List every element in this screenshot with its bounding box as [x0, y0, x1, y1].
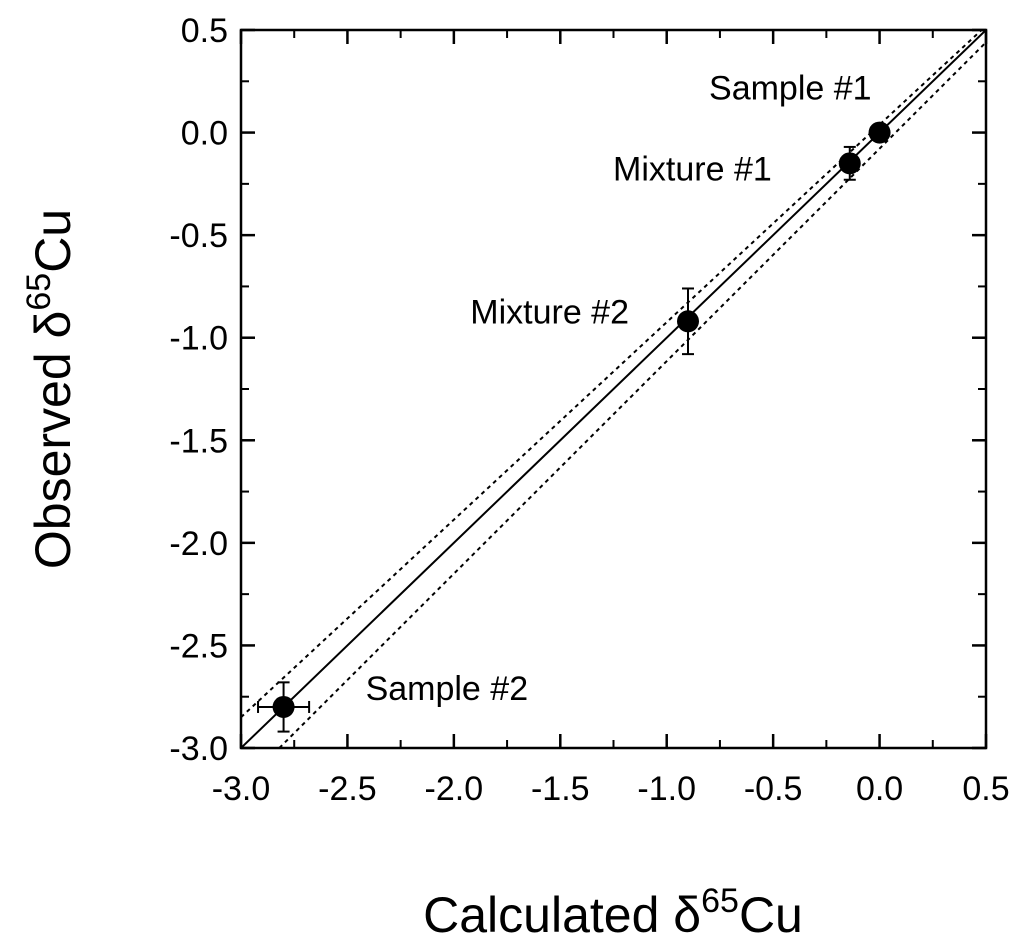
data-point-2	[838, 152, 861, 175]
x-axis-title-superscript: 65	[701, 882, 739, 920]
x-axis-title: Calculated δ65Cu	[423, 882, 803, 943]
x-tick-label: -1.5	[531, 770, 590, 808]
y-tick-label: 0.5	[181, 12, 228, 50]
x-tick-label: -3.0	[212, 770, 271, 808]
data-points	[257, 121, 891, 733]
x-axis-title-symbol: δ	[673, 887, 701, 943]
point-label-4: Sample #2	[366, 670, 529, 708]
x-tick-label: -1.0	[637, 770, 696, 808]
x-tick-label: -2.5	[318, 770, 377, 808]
y-axis-title: Observed δ65Cu	[20, 209, 81, 569]
y-axis-title-prefix: Observed	[25, 338, 81, 569]
reference-lines	[241, 30, 986, 748]
y-tick-label: -3.0	[169, 730, 228, 768]
data-point-1	[868, 121, 891, 144]
x-axis-title-suffix: Cu	[739, 887, 803, 943]
point-labels: Sample #1 Mixture #1 Mixture #2 Sample #2	[366, 70, 872, 708]
point-label-3: Mixture #2	[470, 293, 629, 331]
y-tick-label: -0.5	[169, 217, 228, 255]
y-tick-label: -2.0	[169, 525, 228, 563]
y-axis-title-symbol: δ	[25, 311, 81, 339]
point-label-2: Mixture #1	[613, 150, 772, 188]
y-tick-label: -1.5	[169, 422, 228, 460]
confidence-line-1	[241, 30, 984, 718]
y-axis-title-suffix: Cu	[25, 209, 81, 273]
y-tick-label: -1.0	[169, 320, 228, 358]
x-axis-title-prefix: Calculated	[423, 887, 673, 943]
y-axis-title-superscript: 65	[20, 273, 58, 311]
point-label-1: Sample #1	[709, 70, 872, 108]
x-tick-label: -2.0	[425, 770, 484, 808]
y-tick-label: -2.5	[169, 627, 228, 665]
x-tick-label: -0.5	[744, 770, 803, 808]
one-to-one-line	[241, 30, 986, 748]
y-tick-label: 0.0	[181, 115, 228, 153]
axis-ticks: -3.0 -2.5 -2.0 -1.5 -1.0 -0.5 0.0 0.5 0.5 0.0 -0.5…	[169, 12, 1009, 808]
x-tick-label: 0.0	[856, 770, 903, 808]
confidence-line-2	[278, 41, 986, 748]
data-point-4	[272, 695, 295, 718]
data-point-3	[677, 310, 699, 333]
x-tick-label: 0.5	[962, 770, 1009, 808]
